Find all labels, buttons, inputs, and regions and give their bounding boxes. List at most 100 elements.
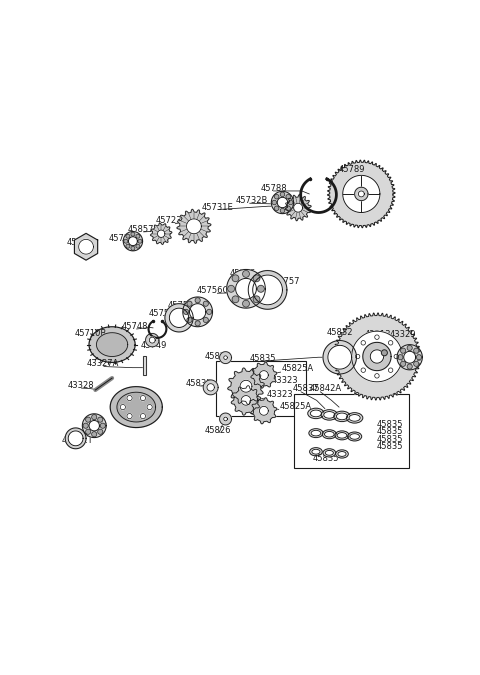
Circle shape — [272, 200, 276, 205]
Circle shape — [138, 239, 142, 243]
Text: 45732B: 45732B — [235, 196, 267, 205]
Text: 45755: 45755 — [229, 269, 256, 278]
Circle shape — [375, 373, 379, 378]
Ellipse shape — [350, 434, 360, 439]
Ellipse shape — [334, 411, 350, 422]
Ellipse shape — [325, 450, 334, 455]
Circle shape — [136, 244, 140, 248]
Polygon shape — [240, 380, 252, 392]
Polygon shape — [334, 313, 420, 400]
Polygon shape — [79, 240, 94, 254]
Circle shape — [275, 206, 279, 211]
Text: 45832: 45832 — [327, 328, 354, 337]
Circle shape — [92, 414, 97, 420]
Circle shape — [394, 354, 398, 358]
Polygon shape — [397, 345, 422, 370]
Circle shape — [140, 396, 145, 401]
Text: 45825A: 45825A — [279, 402, 312, 410]
Text: 45749: 45749 — [141, 341, 168, 350]
Polygon shape — [187, 219, 202, 234]
Circle shape — [131, 246, 135, 250]
Polygon shape — [165, 304, 193, 332]
Circle shape — [187, 301, 192, 306]
Text: 45748: 45748 — [121, 322, 148, 331]
Circle shape — [100, 423, 105, 428]
Polygon shape — [224, 356, 228, 360]
Circle shape — [183, 309, 189, 315]
Circle shape — [288, 200, 293, 205]
Polygon shape — [151, 223, 172, 244]
Text: 43322: 43322 — [124, 408, 151, 416]
Ellipse shape — [323, 449, 336, 457]
Circle shape — [253, 275, 260, 281]
Circle shape — [400, 361, 406, 367]
Circle shape — [195, 321, 200, 326]
Ellipse shape — [310, 448, 322, 456]
Ellipse shape — [308, 408, 324, 418]
Polygon shape — [404, 351, 416, 363]
Circle shape — [253, 296, 260, 302]
Polygon shape — [169, 308, 189, 327]
Polygon shape — [219, 413, 231, 425]
Circle shape — [361, 368, 365, 373]
Text: 45835: 45835 — [376, 442, 403, 451]
Polygon shape — [203, 380, 218, 395]
Polygon shape — [343, 176, 380, 213]
Polygon shape — [259, 371, 268, 379]
Text: 43329: 43329 — [390, 330, 416, 339]
Text: 45725B: 45725B — [108, 234, 141, 243]
Text: 45835: 45835 — [250, 354, 276, 363]
Circle shape — [140, 414, 145, 418]
Bar — [294, 394, 409, 468]
Text: 45826: 45826 — [205, 426, 231, 435]
Bar — [143, 356, 146, 375]
Circle shape — [203, 301, 208, 306]
Polygon shape — [363, 342, 391, 371]
Circle shape — [85, 429, 91, 434]
Ellipse shape — [321, 410, 337, 420]
Bar — [216, 361, 305, 416]
Text: 45835: 45835 — [376, 427, 403, 436]
Circle shape — [280, 209, 285, 213]
Circle shape — [242, 271, 250, 277]
Polygon shape — [74, 234, 97, 260]
Polygon shape — [228, 368, 264, 404]
Polygon shape — [352, 331, 402, 382]
Polygon shape — [89, 421, 99, 431]
Polygon shape — [89, 327, 135, 362]
Ellipse shape — [324, 412, 335, 418]
Text: 43213: 43213 — [365, 330, 392, 339]
Text: 45826: 45826 — [205, 352, 231, 362]
Circle shape — [414, 361, 419, 367]
Circle shape — [286, 194, 290, 199]
Circle shape — [398, 354, 403, 360]
Text: 45857: 45857 — [128, 225, 154, 234]
Ellipse shape — [335, 431, 349, 440]
Circle shape — [136, 234, 140, 238]
Polygon shape — [327, 160, 395, 227]
Text: 45723C: 45723C — [156, 216, 188, 225]
Circle shape — [203, 317, 208, 323]
Polygon shape — [68, 431, 83, 446]
Circle shape — [414, 348, 419, 353]
Circle shape — [85, 417, 91, 422]
Ellipse shape — [349, 414, 360, 421]
Polygon shape — [252, 275, 282, 305]
Circle shape — [206, 309, 212, 315]
Circle shape — [355, 354, 360, 358]
Polygon shape — [145, 333, 159, 347]
Circle shape — [257, 286, 264, 292]
Circle shape — [388, 341, 393, 345]
Text: 43327A: 43327A — [87, 359, 119, 368]
Circle shape — [242, 300, 250, 307]
Polygon shape — [96, 333, 128, 356]
Text: 45757: 45757 — [274, 277, 300, 286]
Circle shape — [126, 234, 130, 238]
Circle shape — [407, 346, 412, 350]
Ellipse shape — [337, 433, 347, 438]
Text: 45835: 45835 — [186, 379, 212, 387]
Polygon shape — [129, 237, 137, 246]
Polygon shape — [83, 414, 106, 437]
Ellipse shape — [322, 430, 336, 439]
Polygon shape — [328, 346, 352, 369]
